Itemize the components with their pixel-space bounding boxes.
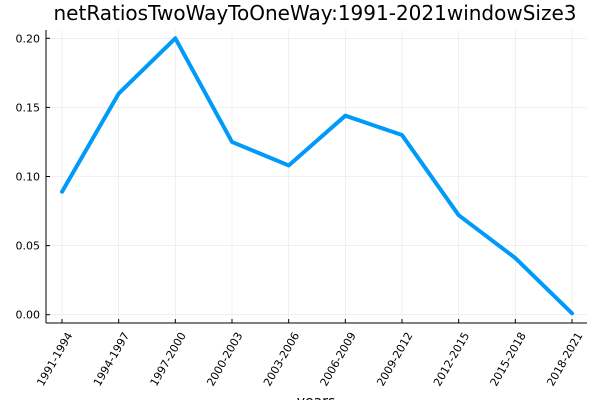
y-tick-label: 0.10	[16, 171, 41, 184]
series-lines	[60, 36, 574, 316]
x-axis-label: years	[297, 394, 336, 400]
x-tick-label: 2000-2003	[204, 330, 245, 388]
y-tick-label: 0.00	[16, 309, 41, 322]
x-tick-label: 1997-2000	[148, 330, 189, 388]
x-tick-label: 1991-1994	[34, 330, 75, 388]
x-tick-label: 2015-2018	[488, 330, 529, 388]
x-tick-label: 1994-1997	[91, 330, 132, 388]
y-tick-label: 0.05	[16, 240, 41, 253]
chart-title: netRatiosTwoWayToOneWay:1991-2021windowS…	[54, 1, 577, 25]
ticks: 1991-1994 1994-1997 1997-2000 2000-2003 2003…	[16, 32, 586, 388]
series-line	[60, 36, 574, 316]
y-tick-label: 0.15	[16, 101, 41, 114]
x-tick-label: 2003-2006	[261, 330, 302, 388]
x-tick-label: 2012-2015	[431, 330, 472, 388]
x-tick-label: 2018-2021	[544, 330, 585, 388]
grid-lines	[46, 30, 587, 323]
x-tick-label: 2009-2012	[374, 330, 415, 388]
x-tick-label: 2006-2009	[318, 330, 359, 388]
y-tick-label: 0.20	[16, 32, 41, 45]
